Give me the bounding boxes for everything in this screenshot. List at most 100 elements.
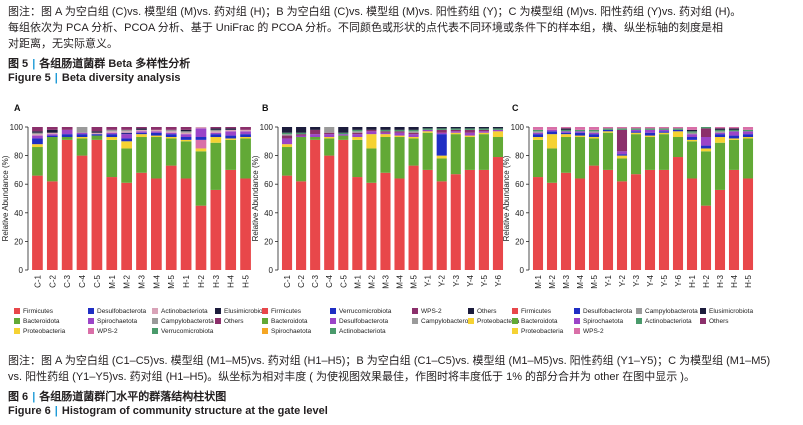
bar-segment-actinobacteriota	[450, 128, 461, 130]
bar-segment-proteobacteria	[136, 134, 147, 138]
bar-segment-proteobacteria	[165, 137, 177, 139]
bar-segment-proteobacteria	[630, 132, 642, 135]
bar-segment-actinobacteriota	[630, 128, 642, 130]
bar-segment-firmicutes	[352, 177, 363, 270]
bar-segment-spirochaetota	[742, 131, 754, 135]
bar-segment-firmicutes	[106, 177, 118, 270]
bar-segment-verrucomicrobiota	[121, 132, 132, 135]
bar-segment-actinobacteriota	[492, 128, 504, 130]
bar-segment-others	[225, 127, 237, 129]
bar-segment-desulfobacterota	[728, 135, 740, 139]
x-tick-label: C-1	[283, 274, 292, 287]
bar-segment-others	[436, 127, 447, 129]
bar-segment-wps-2	[352, 132, 363, 135]
y-axis-label: Relative Abundance (%)	[1, 155, 10, 241]
bar-segment-bacteroidota	[658, 134, 670, 170]
bar-segment-proteobacteria	[492, 131, 504, 138]
bar-segment-desulfobacterota	[225, 135, 237, 139]
bar-segment-desulfobacterota	[151, 132, 162, 136]
bar-segment-desulfobacterota	[602, 129, 614, 132]
bar-segment-bacteroidota	[32, 147, 43, 176]
figure5-label-cn: 图 5	[8, 58, 29, 70]
bar-segment-proteobacteria	[478, 132, 489, 135]
bar-segment-campylobacterota	[588, 131, 600, 133]
legend-swatch	[636, 318, 642, 324]
legend-label: WPS-2	[421, 308, 442, 315]
legend-label: Proteobacteria	[477, 318, 520, 325]
bar-segment-desulfobacterota	[700, 145, 712, 149]
bar-segment-campylobacterota	[106, 129, 118, 132]
bar-segment-proteobacteria	[602, 131, 614, 133]
bar-segment-actinobacteriota	[121, 131, 132, 133]
x-tick-label: M-3	[381, 274, 390, 288]
bar-segment-bacteroidota	[310, 137, 321, 140]
bar-segment-proteobacteria	[422, 131, 433, 133]
x-tick-label: M-4	[576, 274, 585, 288]
bar-segment-desulfobacterota	[492, 129, 504, 132]
bar-segment-firmicutes	[492, 157, 504, 270]
bar-segment-bacteroidota	[151, 137, 162, 179]
y-tick-label: 60	[14, 180, 23, 189]
bar-segment-others	[588, 127, 600, 130]
bar-segment-others	[464, 127, 475, 129]
bar-m-3	[380, 127, 391, 270]
legend-label: Desulfobacterota	[339, 318, 389, 325]
bar-segment-wps-2	[408, 132, 419, 135]
bar-m-3	[560, 127, 572, 270]
legend-label: Spirochaetota	[271, 328, 311, 335]
bar-segment-others	[240, 127, 251, 130]
x-tick-label: H-3	[212, 274, 221, 287]
bar-m-1	[352, 127, 363, 270]
bar-h-2	[700, 127, 712, 270]
legend: Firmicutes Desulfobacterota Actinobacterio…	[14, 308, 268, 335]
bar-segment-firmicutes	[91, 139, 103, 270]
y-axis-label: Relative Abundance (%)	[502, 155, 511, 241]
figure6-title-en: Figure 6 | Histogram of community structur…	[8, 405, 328, 417]
bar-segment-wps-2	[464, 129, 475, 133]
bar-segment-firmicutes	[574, 178, 586, 270]
legend-swatch	[468, 318, 474, 324]
bar-segment-others	[532, 127, 544, 130]
bar-segment-spirochaetota	[61, 129, 73, 135]
x-tick-label: C-2	[48, 274, 57, 287]
bar-segment-desulfobacterota	[422, 129, 433, 132]
bar-segment-actinobacteriota	[602, 128, 614, 130]
bar-segment-actinobacteriota	[658, 128, 670, 130]
legend-label: Desulfobacterota	[97, 308, 147, 315]
x-tick-label: H-2	[702, 274, 711, 287]
bar-y-2	[436, 127, 447, 270]
bar-segment-bacteroidota	[195, 151, 207, 206]
bar-segment-campylobacterota	[714, 131, 726, 133]
bar-segment-desulfobacterota	[532, 134, 544, 138]
y-tick-label: 0	[520, 266, 525, 275]
bar-segment-actinobacteriota	[225, 129, 237, 132]
bar-segment-firmicutes	[714, 189, 726, 270]
bar-segment-desulfobacterota	[324, 134, 335, 138]
legend-label: Bacteroidota	[521, 318, 558, 325]
bar-segment-others	[296, 127, 307, 133]
legend-swatch	[700, 318, 706, 324]
bar-y-3	[450, 127, 461, 270]
bar-segment-spirochaetota	[658, 129, 670, 132]
bar-segment-verrucomicrobiota	[436, 134, 447, 156]
bar-segment-wps-2	[478, 129, 489, 132]
bar-segment-proteobacteria	[588, 137, 600, 139]
bar-segment-desulfobacterota	[644, 132, 656, 136]
bar-segment-spirochaetota	[225, 131, 237, 136]
bar-segment-others	[366, 127, 377, 130]
legend-label: Bacteroidota	[271, 318, 308, 325]
bar-segment-bacteroidota	[121, 148, 132, 183]
bar-segment-desulfobacterota	[658, 131, 670, 133]
bar-segment-spirochaetota	[588, 132, 600, 135]
bar-segment-desulfobacterota	[672, 129, 684, 132]
x-tick-label: M-5	[590, 274, 599, 288]
bar-m-3	[136, 127, 147, 270]
x-tick-label: Y-1	[424, 274, 433, 286]
figure6-title-en-text: Histogram of community structure at the …	[61, 405, 328, 417]
bar-segment-firmicutes	[46, 181, 58, 270]
x-tick-label: M-5	[167, 274, 176, 288]
bar-segment-spirochaetota	[180, 134, 192, 138]
bar-segment-wps-2	[366, 129, 377, 132]
bar-segment-bacteroidota	[180, 141, 192, 179]
bar-segment-bacteroidota	[436, 158, 447, 182]
